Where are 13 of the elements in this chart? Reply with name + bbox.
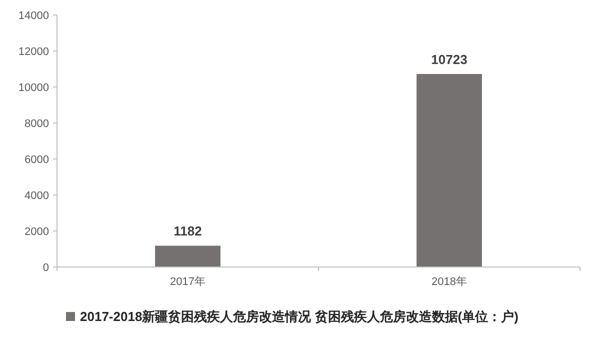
y-tick-label: 4000: [24, 190, 49, 202]
y-tick-label: 14000: [18, 10, 49, 22]
y-tick-label: 0: [42, 262, 49, 274]
legend-label: 2017-2018新疆贫困残疾人危房改造情况 贫困残疾人危房改造数据(单位：户): [80, 309, 518, 324]
data-label: 1182: [174, 224, 202, 239]
y-tick-label: 8000: [24, 118, 49, 130]
y-tick-label: 12000: [18, 46, 49, 58]
y-tick-label: 6000: [24, 154, 49, 166]
x-tick-label: 2017年: [170, 276, 206, 288]
y-tick-label: 2000: [24, 226, 49, 238]
x-tick-label: 2018年: [432, 276, 467, 288]
y-tick-label: 10000: [18, 82, 49, 94]
data-label: 10723: [431, 52, 468, 67]
